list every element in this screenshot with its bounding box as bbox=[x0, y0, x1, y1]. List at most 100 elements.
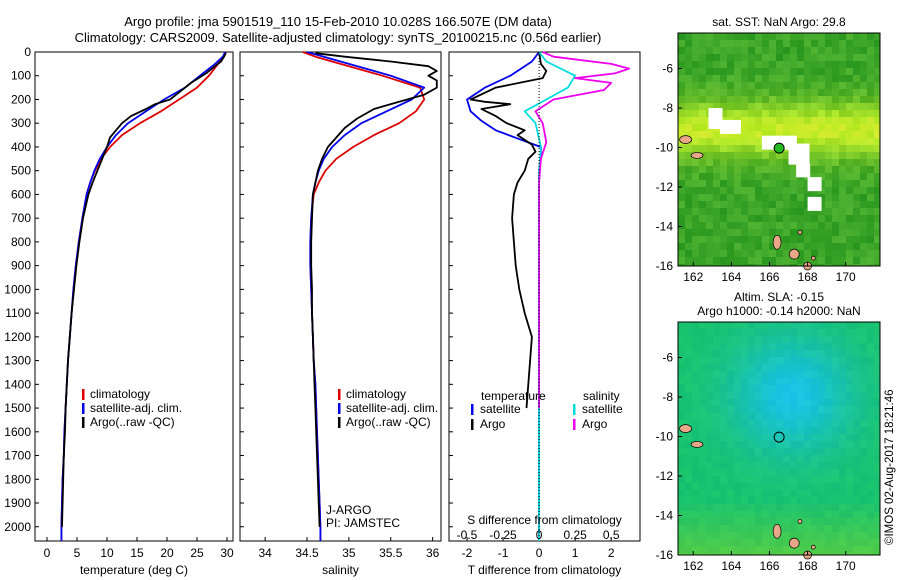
header-line-1: Argo profile: jma 5901519_110 15-Feb-201… bbox=[124, 14, 552, 29]
island-shape bbox=[679, 424, 692, 433]
map-y-tick-label: -12 bbox=[656, 469, 674, 483]
sst-map: sat. SST: NaN Argo: 29.8 162 164 166 168 170 -… bbox=[656, 15, 881, 284]
x-tick-label: -1 bbox=[498, 546, 509, 560]
missing-data-patch bbox=[708, 108, 723, 130]
map-title: Altim. SLA: -0.15 bbox=[734, 290, 824, 304]
y-tick-label: 700 bbox=[11, 211, 31, 225]
series-line-1 bbox=[306, 51, 426, 541]
y-tick-label: 500 bbox=[11, 164, 31, 178]
x-tick-label: 34 bbox=[258, 546, 272, 560]
island-shape bbox=[788, 537, 800, 549]
x-tick-label: 2 bbox=[608, 546, 615, 560]
legend-swatch bbox=[82, 389, 85, 400]
top-tick-label: -0.25 bbox=[489, 528, 517, 542]
x-tick-label: 25 bbox=[190, 546, 204, 560]
y-tick-label: 0 bbox=[24, 45, 31, 59]
map-x-tick-label: 166 bbox=[759, 270, 779, 284]
legend-swatch bbox=[338, 403, 341, 414]
legend-label: satellite-adj. clim. bbox=[90, 401, 182, 415]
map-y-tick-label: -14 bbox=[656, 509, 674, 523]
temperature-panel: 0100200300400500600700800900100011001200… bbox=[4, 45, 234, 577]
x-tick-label: 0 bbox=[536, 546, 543, 560]
legend-label: satellite bbox=[480, 402, 521, 416]
top-tick-label: 0 bbox=[536, 528, 543, 542]
island-shape bbox=[810, 255, 816, 261]
legend-swatch bbox=[573, 419, 576, 430]
legend-label: climatology bbox=[90, 387, 150, 401]
map-title: sat. SST: NaN Argo: 29.8 bbox=[712, 15, 846, 29]
series-line-2 bbox=[61, 52, 227, 527]
series-line-0 bbox=[466, 51, 542, 541]
y-tick-label: 900 bbox=[11, 259, 31, 273]
series-line-0 bbox=[60, 51, 227, 541]
top-tick-label: -0.5 bbox=[457, 528, 478, 542]
y-tick-label: 1900 bbox=[4, 496, 31, 510]
argo-float-marker bbox=[773, 142, 785, 154]
map-y-tick-label: -12 bbox=[656, 180, 674, 194]
legend-label: Argo(..raw -QC) bbox=[346, 415, 431, 429]
island-shape bbox=[788, 248, 800, 260]
difference-panel: -2 -1 0 1 2 T difference from climatology temp… bbox=[448, 51, 641, 577]
x-tick-label: 10 bbox=[100, 546, 114, 560]
x-axis-label: temperature (deg C) bbox=[80, 563, 188, 577]
island-shape bbox=[690, 441, 704, 448]
legend-label: satellite-adj. clim. bbox=[346, 401, 438, 415]
map-x-tick-label: 168 bbox=[798, 559, 818, 573]
legend-swatch bbox=[338, 417, 341, 428]
legend-title: temperature bbox=[481, 389, 546, 403]
top-axis-label: S difference from climatology bbox=[467, 513, 622, 527]
top-tick-label: 0.5 bbox=[603, 528, 620, 542]
series-line-3 bbox=[534, 51, 631, 409]
legend-label: Argo bbox=[582, 417, 608, 431]
x-tick-label: 34.5 bbox=[295, 546, 319, 560]
y-tick-label: 1700 bbox=[4, 449, 31, 463]
legend-swatch bbox=[82, 417, 85, 428]
map-y-tick-label: -6 bbox=[662, 351, 673, 365]
map-x-tick-label: 162 bbox=[683, 270, 703, 284]
y-tick-label: 1200 bbox=[4, 330, 31, 344]
legend-label: Argo bbox=[480, 417, 506, 431]
x-tick-label: 35.5 bbox=[379, 546, 403, 560]
map-y-tick-label: -16 bbox=[656, 548, 674, 562]
map-field bbox=[678, 322, 880, 555]
x-tick-label: 20 bbox=[160, 546, 174, 560]
missing-data-patch bbox=[796, 163, 811, 178]
plot-frame bbox=[239, 51, 442, 542]
map-y-tick-label: -8 bbox=[662, 101, 673, 115]
y-tick-label: 1300 bbox=[4, 354, 31, 368]
legend-swatch bbox=[471, 404, 474, 415]
map-x-tick-label: 162 bbox=[683, 559, 703, 573]
y-tick-label: 1000 bbox=[4, 282, 31, 296]
y-tick-label: 300 bbox=[11, 116, 31, 130]
map-x-tick-label: 164 bbox=[721, 270, 741, 284]
x-tick-label: 35 bbox=[342, 546, 356, 560]
annotation-text: PI: JAMSTEC bbox=[326, 516, 400, 530]
salinity-panel: 34 34.5 35 35.5 36 salinity climatologysatelli… bbox=[239, 51, 442, 577]
missing-data-patch bbox=[719, 119, 741, 134]
map-x-tick-label: 170 bbox=[836, 270, 856, 284]
legend-label: climatology bbox=[346, 387, 406, 401]
y-tick-label: 400 bbox=[11, 140, 31, 154]
map-x-tick-label: 164 bbox=[721, 559, 741, 573]
legend-swatch bbox=[573, 404, 576, 415]
x-tick-label: 30 bbox=[220, 546, 234, 560]
y-tick-label: 200 bbox=[11, 92, 31, 106]
map-y-tick-label: -10 bbox=[656, 430, 674, 444]
island-shape bbox=[797, 230, 803, 235]
island-shape bbox=[772, 234, 782, 250]
map-y-tick-label: -14 bbox=[656, 220, 674, 234]
y-tick-label: 100 bbox=[11, 69, 31, 83]
map-x-tick-label: 168 bbox=[798, 270, 818, 284]
plot-frame bbox=[34, 51, 234, 542]
y-tick-label: 1500 bbox=[4, 401, 31, 415]
legend-swatch bbox=[82, 403, 85, 414]
series-line-0 bbox=[302, 51, 426, 541]
island-shape bbox=[772, 523, 782, 539]
island-shape bbox=[679, 135, 692, 144]
copyright-stamp: ©IMOS 02-Aug-2017 18:21:46 bbox=[884, 389, 896, 545]
map-title: Argo h1000: -0.14 h2000: NaN bbox=[697, 304, 860, 318]
series-line-1 bbox=[60, 51, 227, 541]
map-frame bbox=[677, 321, 881, 556]
x-axis-label: salinity bbox=[322, 563, 359, 577]
plot-frame bbox=[448, 51, 641, 542]
